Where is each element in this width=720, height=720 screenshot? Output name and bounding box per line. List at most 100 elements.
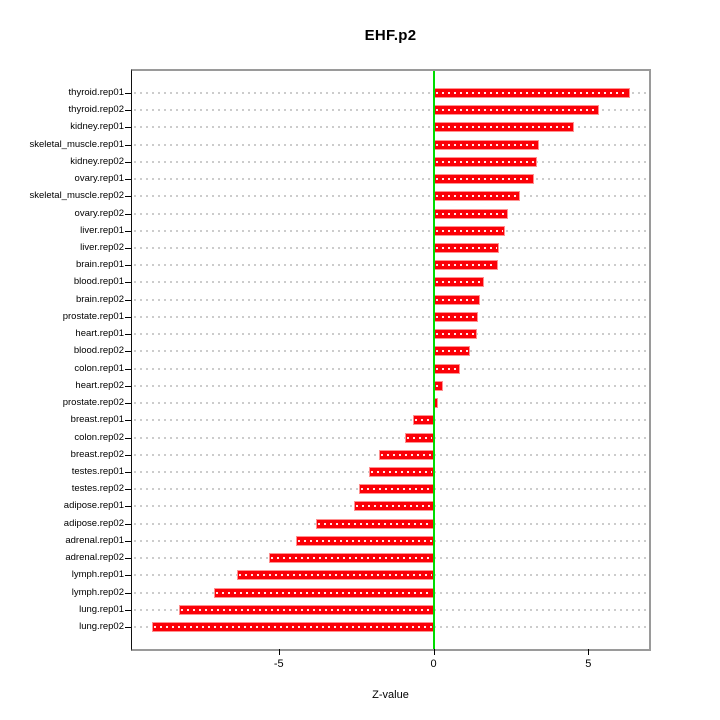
bar <box>268 553 434 564</box>
bar <box>433 346 470 357</box>
gridline <box>134 212 647 215</box>
bar-stripe <box>435 333 475 336</box>
y-axis-tick <box>125 471 131 473</box>
bar <box>433 329 477 340</box>
bar-stripe <box>435 315 476 318</box>
y-tick-label: adrenal.rep01 <box>65 534 124 546</box>
chart-title: EHF.p2 <box>364 27 417 44</box>
bar <box>433 208 508 219</box>
gridline <box>134 315 647 318</box>
x-axis-tick <box>588 649 590 655</box>
bar-stripe <box>435 160 535 163</box>
y-tick-label: adipose.rep02 <box>63 517 124 529</box>
y-tick-label: liver.rep01 <box>80 224 124 236</box>
bar-stripe <box>435 264 496 267</box>
y-axis-tick <box>125 523 131 525</box>
y-axis-tick <box>125 179 131 181</box>
x-tick-label: -5 <box>273 658 284 670</box>
y-axis-tick <box>125 265 131 267</box>
bar-stripe <box>435 92 629 94</box>
bar <box>433 260 498 271</box>
bar <box>433 243 500 254</box>
y-tick-label: adipose.rep01 <box>63 500 124 512</box>
y-tick-label: blood.rep02 <box>73 345 124 357</box>
bar <box>433 156 537 167</box>
y-axis-tick <box>125 93 131 94</box>
bar-stripe <box>181 608 432 611</box>
bar-stripe <box>435 247 498 250</box>
y-axis-tick <box>125 368 131 370</box>
bar <box>179 604 434 615</box>
y-tick-label: ovary.rep02 <box>74 207 124 219</box>
y-tick-label: lung.rep01 <box>79 603 124 615</box>
bar <box>405 432 434 443</box>
gridline <box>134 281 647 284</box>
y-tick-label: testes.rep01 <box>71 465 124 477</box>
gridline <box>134 229 647 232</box>
y-axis-tick <box>125 351 131 353</box>
bar-stripe <box>435 384 442 387</box>
y-axis-tick <box>125 489 131 491</box>
y-tick-label: prostate.rep01 <box>62 310 124 322</box>
x-tick-label: 0 <box>430 658 437 670</box>
bar <box>358 484 434 495</box>
gridline <box>134 160 647 163</box>
bar-stripe <box>435 195 519 198</box>
bar <box>433 139 539 150</box>
y-axis-tick <box>125 316 131 318</box>
y-axis-tick <box>125 592 131 594</box>
y-axis-tick <box>125 558 131 560</box>
gridline <box>134 92 647 94</box>
bar-stripe <box>380 453 432 456</box>
gridline <box>134 402 647 405</box>
bar-stripe <box>356 505 432 508</box>
y-axis-tick <box>125 575 131 577</box>
gridline <box>134 333 647 336</box>
gridline <box>134 109 647 112</box>
bar-stripe <box>435 143 537 146</box>
y-tick-label: lymph.rep01 <box>71 569 124 581</box>
y-tick-label: brain.rep01 <box>75 259 124 271</box>
y-tick-label: testes.rep02 <box>71 483 124 495</box>
gridline <box>134 384 647 387</box>
y-axis-tick <box>125 540 131 542</box>
y-axis-tick <box>125 299 131 301</box>
y-tick-label: breast.rep01 <box>70 414 124 426</box>
bar-stripe <box>435 350 468 353</box>
bar <box>433 174 534 185</box>
bar-stripe <box>360 488 432 491</box>
bar-stripe <box>407 436 432 439</box>
gridline <box>134 247 647 250</box>
bar-stripe <box>435 109 598 112</box>
y-axis-tick <box>125 144 131 146</box>
gridline <box>134 178 647 181</box>
bar-stripe <box>238 574 432 577</box>
bar-stripe <box>415 419 432 422</box>
bar <box>433 380 444 391</box>
y-axis-tick <box>125 420 131 422</box>
y-tick-label: colon.rep01 <box>74 362 124 374</box>
y-axis-tick <box>125 403 131 405</box>
bar <box>433 294 480 305</box>
bar <box>214 587 434 598</box>
y-axis-tick <box>125 248 131 250</box>
bar <box>236 570 434 581</box>
y-tick-label: colon.rep02 <box>74 431 124 443</box>
x-tick-label: 5 <box>585 658 592 670</box>
bar <box>152 622 434 632</box>
y-tick-label: breast.rep02 <box>70 448 124 460</box>
bar <box>368 466 434 477</box>
y-axis-tick <box>125 161 131 163</box>
gridline <box>134 195 647 198</box>
y-tick-label: heart.rep01 <box>75 328 124 340</box>
y-axis-tick <box>125 506 131 508</box>
y-axis-tick <box>125 437 131 439</box>
bar <box>433 363 460 374</box>
bar <box>433 88 631 98</box>
bar-stripe <box>154 626 432 628</box>
gridline <box>134 298 647 301</box>
bar-stripe <box>435 212 506 215</box>
y-tick-label: lung.rep02 <box>79 621 124 632</box>
gridline <box>134 419 647 422</box>
bar <box>296 535 434 546</box>
